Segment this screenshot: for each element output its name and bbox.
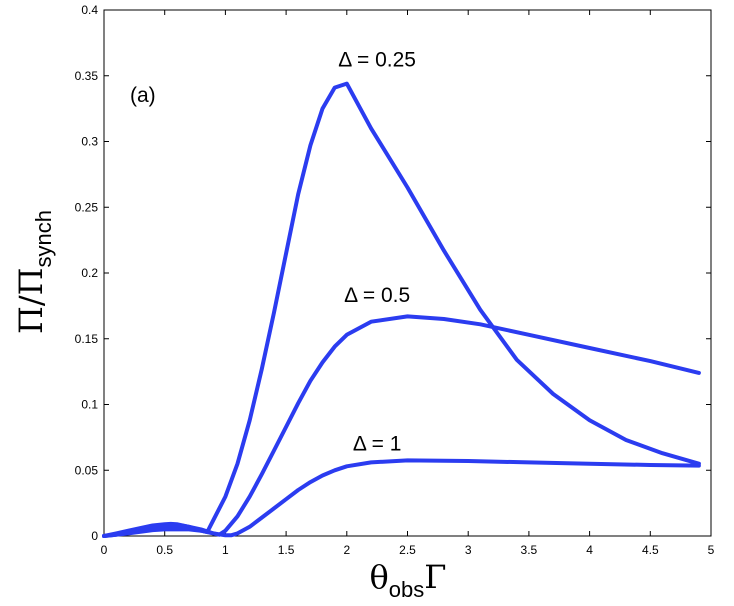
x-tick-label: 1 [222, 543, 229, 557]
x-axis-label-sub: obs [389, 577, 424, 602]
plot-frame [103, 9, 712, 537]
y-tick-label: 0.35 [75, 69, 99, 83]
series-line-3 [102, 458, 701, 538]
series-line-2 [102, 314, 701, 538]
x-tick-label: 0.5 [156, 543, 173, 557]
y-tick-label: 0.3 [81, 135, 98, 149]
y-axis-label: Π/Πsynch [12, 210, 56, 334]
y-axis-label-sub: synch [31, 210, 56, 267]
series-annotations: Δ = 0.25 Δ = 0.5 Δ = 1 [338, 49, 416, 456]
axis-ticks: 0 0.5 1 1.5 2 2.5 3 3.5 4 4.5 5 0 0.05 0.1 0.15 0.2 0.25… [75, 3, 715, 557]
x-tick-label: 1.5 [278, 543, 295, 557]
x-tick-label: 3 [465, 543, 472, 557]
x-tick-label: 2.5 [399, 543, 416, 557]
series-annotation-3: Δ = 1 [353, 433, 401, 456]
y-axis-label-main: Π/Π [12, 267, 50, 334]
y-tick-label: 0.25 [75, 200, 99, 214]
y-tick-label: 0.15 [75, 332, 99, 346]
series-lines [102, 81, 701, 538]
series-line-1 [102, 81, 701, 538]
y-tick-label: 0.05 [75, 463, 99, 477]
x-tick-label: 4 [586, 543, 593, 557]
y-tick-label: 0 [91, 529, 98, 543]
panel-label: (a) [130, 84, 156, 107]
x-axis-label: θobsΓ [370, 558, 447, 602]
y-tick-label: 0.4 [81, 3, 98, 17]
x-tick-label: 0 [101, 543, 108, 557]
y-tick-label: 0.1 [81, 398, 98, 412]
y-tick-label: 0.2 [81, 266, 98, 280]
x-axis-label-main: θ [370, 558, 389, 596]
x-tick-label: 4.5 [642, 543, 659, 557]
x-tick-label: 2 [343, 543, 350, 557]
x-tick-label: 5 [708, 543, 715, 557]
series-annotation-2: Δ = 0.5 [344, 284, 410, 307]
x-tick-label: 3.5 [521, 543, 538, 557]
series-annotation-1: Δ = 0.25 [338, 49, 416, 72]
x-axis-label-tail: Γ [424, 558, 446, 596]
